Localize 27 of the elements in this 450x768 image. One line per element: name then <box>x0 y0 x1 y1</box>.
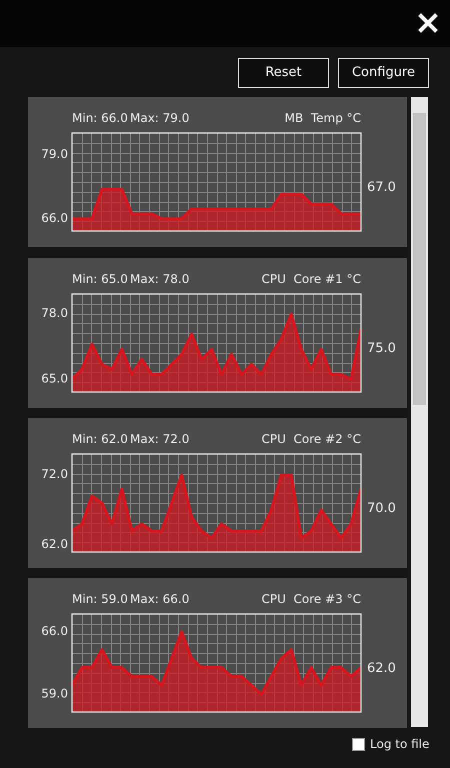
text: Max: 78.0 <box>130 272 190 286</box>
y-tick-label: 72.0 <box>41 467 68 482</box>
chart-title: CPU Core #3 °C <box>262 592 361 606</box>
y-tick-label: 62.0 <box>41 537 68 552</box>
text: Max: 79.0 <box>130 111 190 125</box>
text: Min: 66.0 <box>72 111 128 125</box>
y-tick-label: 66.0 <box>41 210 68 225</box>
text: Min: 62.0 <box>72 432 128 446</box>
text: Configure <box>338 58 429 88</box>
text: 67.0 <box>367 180 396 195</box>
text: Max: 66.0 <box>130 592 190 606</box>
y-tick-label: 66.0 <box>41 624 68 638</box>
text: 70.0 <box>367 501 396 516</box>
text: Reset <box>238 58 329 88</box>
chart-title: MB Temp °C <box>284 111 361 125</box>
text: 62.0 <box>367 661 396 676</box>
chart-title: CPU Core #2 °C <box>262 432 361 446</box>
text: Log to file <box>370 737 430 751</box>
text: 75.0 <box>367 341 396 356</box>
y-tick-label: 79.0 <box>41 147 68 162</box>
y-tick-label: 65.0 <box>41 372 68 386</box>
text: Min: 65.0 <box>72 272 128 286</box>
text: Min: 59.0 <box>72 592 128 606</box>
y-tick-label: 78.0 <box>41 306 68 320</box>
text: Max: 72.0 <box>130 432 190 446</box>
y-tick-label: 59.0 <box>41 686 68 700</box>
chart-title: CPU Core #1 °C <box>262 272 361 286</box>
